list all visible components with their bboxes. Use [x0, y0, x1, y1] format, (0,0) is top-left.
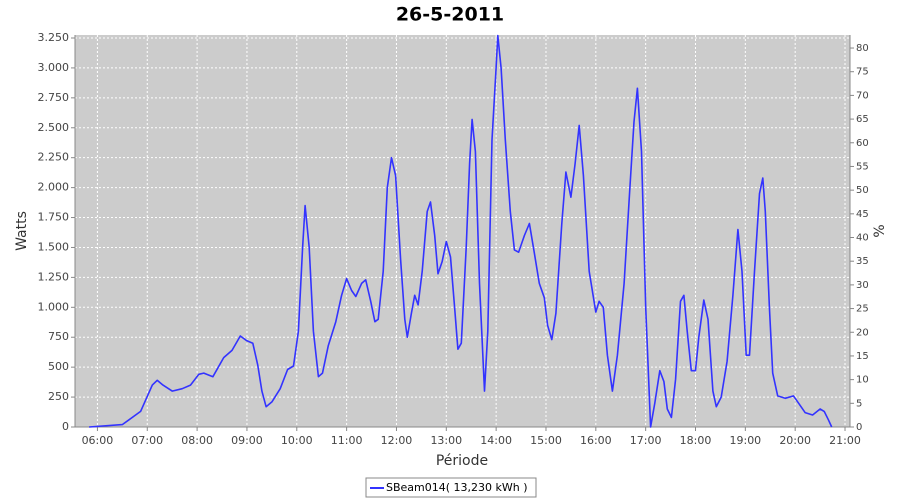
x-tick-label: 18:00: [680, 434, 712, 447]
y2-tick-label: 45: [856, 209, 869, 220]
x-tick-label: 14:00: [480, 434, 512, 447]
x-tick-label: 06:00: [82, 434, 114, 447]
x-tick-label: 13:00: [430, 434, 462, 447]
y-tick-label: 250: [48, 390, 69, 403]
y-tick-label: 2.750: [38, 91, 70, 104]
chart-title: 26-5-2011: [396, 4, 504, 26]
y-tick-label: 2.000: [38, 181, 70, 194]
y2-tick-label: 50: [856, 185, 869, 196]
y-tick-label: 1.500: [38, 240, 70, 253]
y2-tick-label: 20: [856, 327, 869, 338]
x-tick-label: 12:00: [381, 434, 413, 447]
y2-axis-label: %: [872, 224, 888, 237]
y2-tick-label: 5: [856, 398, 862, 409]
x-tick-label: 15:00: [530, 434, 562, 447]
legend-label: SBeam014( 13,230 kWh ): [386, 481, 528, 494]
x-tick-label: 20:00: [779, 434, 811, 447]
x-tick-label: 11:00: [331, 434, 363, 447]
y2-tick-label: 70: [856, 90, 869, 101]
x-tick-label: 10:00: [281, 434, 313, 447]
y-tick-label: 1.250: [38, 270, 70, 283]
y-tick-label: 2.250: [38, 151, 70, 164]
y2-tick-label: 35: [856, 256, 869, 267]
x-tick-label: 17:00: [630, 434, 662, 447]
y-tick-label: 3.000: [38, 61, 70, 74]
y-tick-label: 500: [48, 360, 69, 373]
x-tick-label: 16:00: [580, 434, 612, 447]
x-tick-label: 08:00: [181, 434, 213, 447]
y2-tick-label: 60: [856, 138, 869, 149]
y-tick-label: 3.250: [38, 31, 70, 44]
y2-tick-label: 65: [856, 114, 869, 125]
y-tick-label: 0: [62, 420, 69, 433]
y2-tick-label: 0: [856, 422, 862, 433]
x-tick-label: 07:00: [131, 434, 163, 447]
y2-tick-label: 25: [856, 304, 869, 315]
y-tick-label: 2.500: [38, 121, 70, 134]
y2-tick-label: 55: [856, 161, 869, 172]
y2-tick-label: 75: [856, 67, 869, 78]
y2-tick-label: 40: [856, 233, 869, 244]
y2-tick-label: 80: [856, 43, 869, 54]
series-line: [89, 34, 833, 428]
y-tick-label: 1.750: [38, 211, 70, 224]
x-axis-label: Période: [436, 453, 488, 469]
legend: [365, 477, 537, 498]
y2-tick-label: 30: [856, 280, 869, 291]
y-axis-label: Watts: [14, 211, 30, 251]
x-tick-label: 09:00: [231, 434, 263, 447]
x-tick-label: 21:00: [829, 434, 861, 447]
y2-tick-label: 15: [856, 351, 869, 362]
plot-area: [75, 35, 850, 427]
y2-tick-label: 10: [856, 375, 869, 386]
y-tick-label: 1.000: [38, 300, 70, 313]
x-tick-label: 19:00: [729, 434, 761, 447]
y-tick-label: 750: [48, 330, 69, 343]
